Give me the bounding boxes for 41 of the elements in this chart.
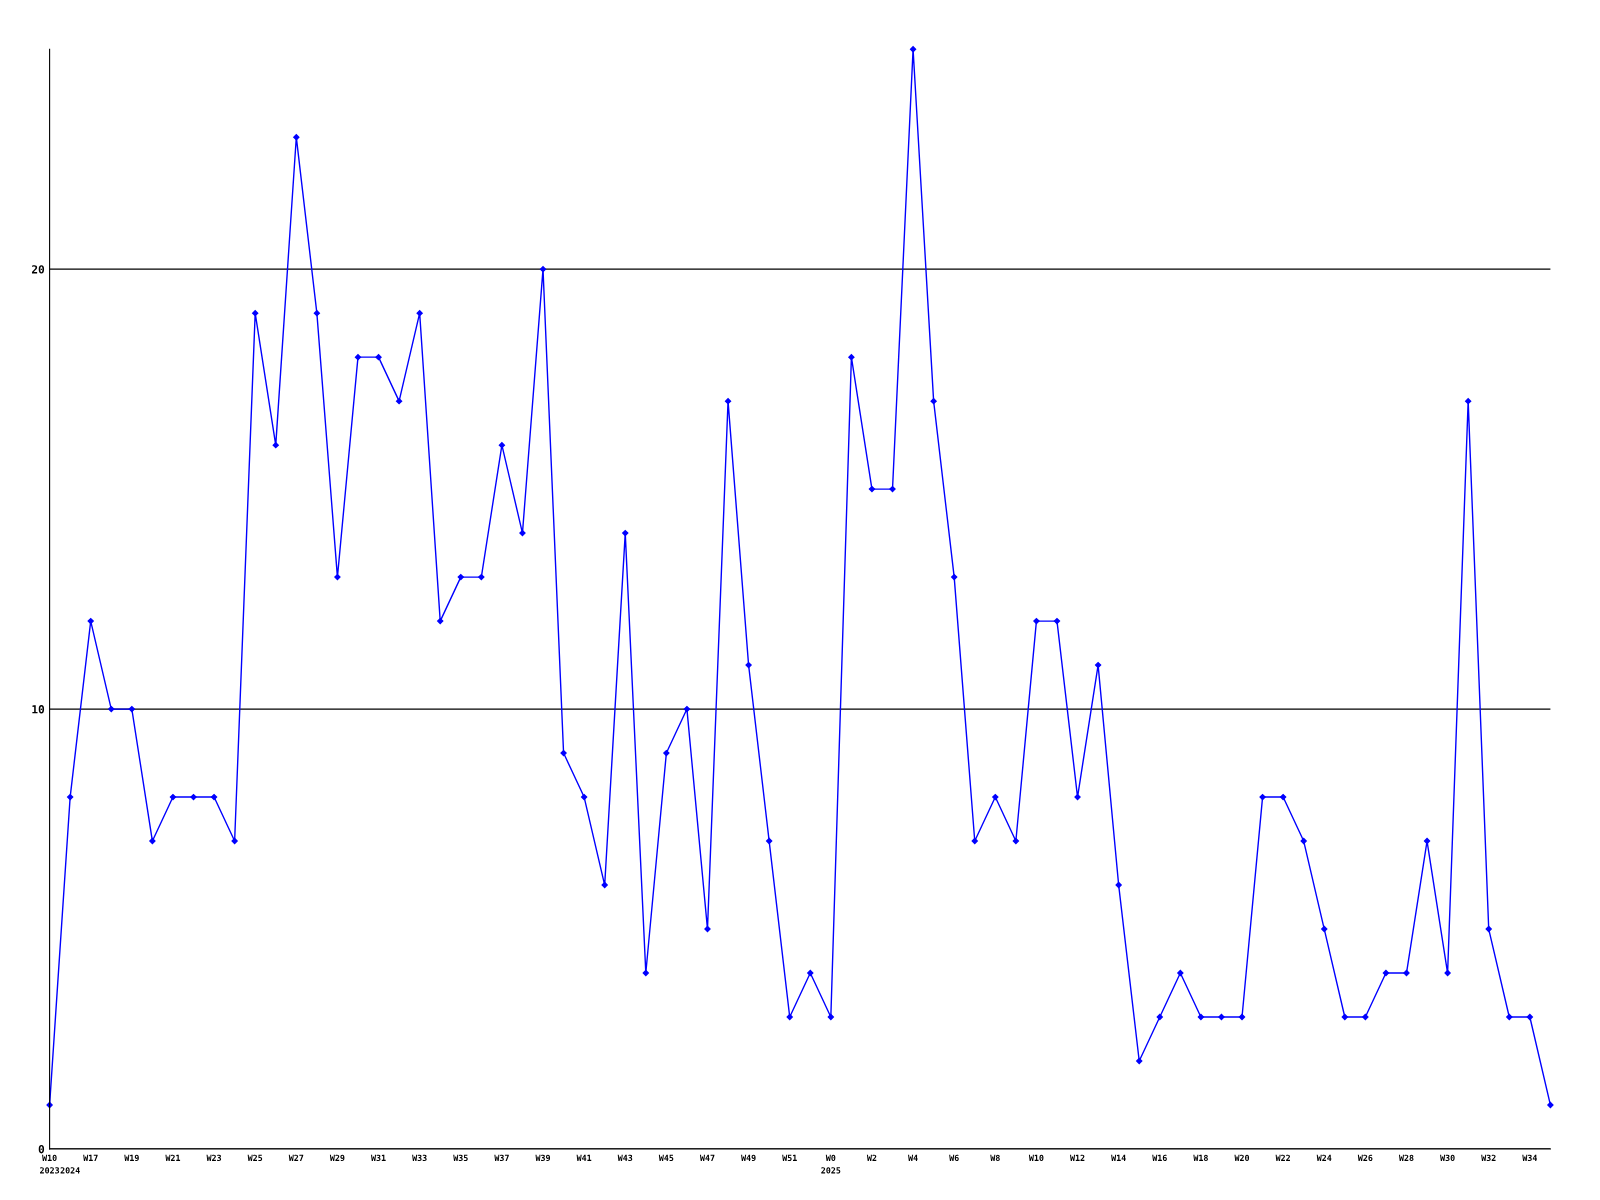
- x-tick-label: W37: [494, 1154, 509, 1162]
- x-tick-label: W4: [908, 1154, 918, 1161]
- x-tick-label: W29: [329, 1154, 345, 1162]
- x-tick-label: W6: [949, 1154, 959, 1162]
- x-tick-label: W47: [699, 1154, 715, 1161]
- y-tick-label: 10: [32, 705, 45, 714]
- x-tick-label: W33: [412, 1154, 427, 1162]
- x-tick-label: W41: [576, 1154, 592, 1161]
- x-tick-label: W43: [617, 1154, 633, 1162]
- x-tick-label: W28: [1398, 1154, 1414, 1162]
- x-tick-label: W45: [658, 1154, 674, 1162]
- x-tick-label: W51: [782, 1154, 797, 1162]
- x-tick-label: W31: [371, 1154, 386, 1162]
- x-tick-label: W34: [1522, 1154, 1537, 1162]
- x-tick-label: W2: [866, 1154, 877, 1161]
- x-tick-label: W14: [1111, 1154, 1126, 1161]
- x-tick-label: W24: [1316, 1154, 1332, 1161]
- x-tick-label: W49: [741, 1154, 756, 1162]
- x-tick-label: W18: [1193, 1154, 1208, 1162]
- x-tick-label: W10: [1028, 1154, 1044, 1162]
- x-tick-label: 2024: [60, 1167, 80, 1174]
- x-tick-label: W20: [1234, 1154, 1250, 1162]
- x-tick-label: W39: [535, 1154, 551, 1162]
- x-tick-label: W19: [124, 1154, 139, 1162]
- x-tick-label: W10 2023: [40, 1154, 60, 1174]
- x-tick-label: W32: [1481, 1154, 1496, 1162]
- x-tick-label: W22: [1275, 1154, 1290, 1161]
- x-tick-label: W35: [453, 1154, 468, 1162]
- x-tick-label: W16: [1152, 1154, 1167, 1162]
- y-tick-label: 20: [31, 265, 45, 274]
- x-tick-label: W0 2025: [821, 1154, 841, 1174]
- x-tick-label: W23: [206, 1154, 222, 1162]
- x-tick-label: W21: [165, 1154, 181, 1161]
- x-tick-label: W8: [990, 1154, 1000, 1162]
- y-tick-label: 0: [38, 1144, 45, 1154]
- x-tick-label: W26: [1357, 1154, 1373, 1162]
- x-tick-label: W30: [1440, 1154, 1455, 1162]
- x-tick-label: W25: [247, 1154, 263, 1162]
- x-tick-label: W27: [288, 1154, 304, 1161]
- x-tick-label: W17: [83, 1154, 98, 1161]
- x-tick-label: W12: [1070, 1154, 1085, 1161]
